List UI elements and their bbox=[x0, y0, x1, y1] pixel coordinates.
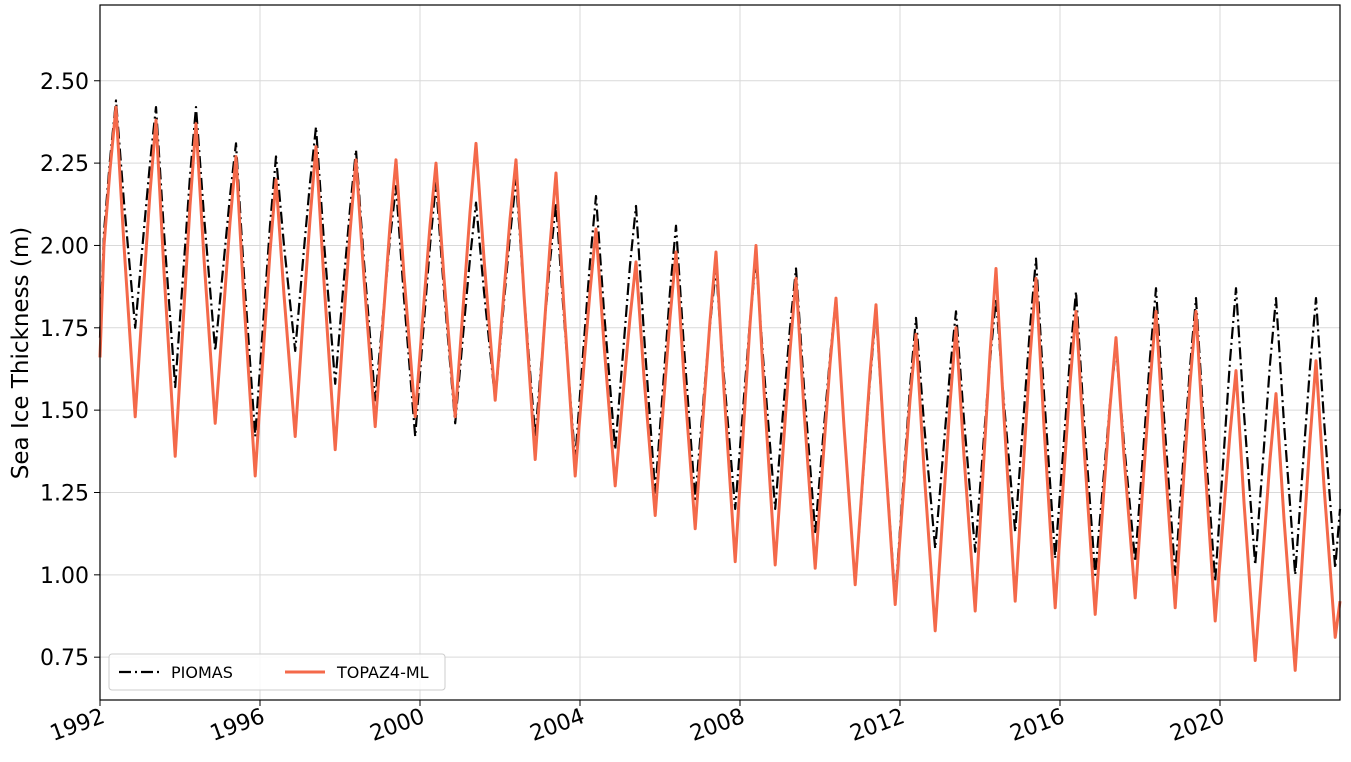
plot-frame bbox=[99, 4, 1341, 701]
x-tick-label: 2020 bbox=[1167, 704, 1228, 747]
y-tick-label: 1.00 bbox=[40, 564, 89, 589]
legend-box bbox=[108, 653, 446, 691]
x-tick-label: 2008 bbox=[687, 704, 748, 747]
x-tick-label: 1992 bbox=[47, 704, 108, 747]
y-axis-label: Sea Ice Thickness (m) bbox=[8, 227, 34, 479]
legend-label: TOPAZ4-ML bbox=[336, 663, 429, 682]
y-tick-label: 2.50 bbox=[40, 70, 89, 95]
y-tick-label: 0.75 bbox=[40, 646, 89, 671]
y-tick-label: 1.25 bbox=[40, 481, 89, 506]
legend-label: PIOMAS bbox=[171, 663, 233, 682]
y-tick-label: 2.25 bbox=[40, 152, 89, 177]
y-tick-label: 2.00 bbox=[40, 234, 89, 259]
series-line bbox=[98, 105, 1342, 672]
x-tick-label: 2016 bbox=[1007, 704, 1068, 747]
x-tick-label: 1996 bbox=[207, 704, 268, 747]
y-tick-label: 1.50 bbox=[40, 399, 89, 424]
legend: PIOMAS TOPAZ4-ML bbox=[108, 653, 446, 691]
x-tick-label: 2000 bbox=[367, 704, 428, 747]
x-tick-label: 2004 bbox=[527, 704, 588, 747]
x-tick-label: 2012 bbox=[847, 704, 908, 747]
y-tick-label: 1.75 bbox=[40, 317, 89, 342]
